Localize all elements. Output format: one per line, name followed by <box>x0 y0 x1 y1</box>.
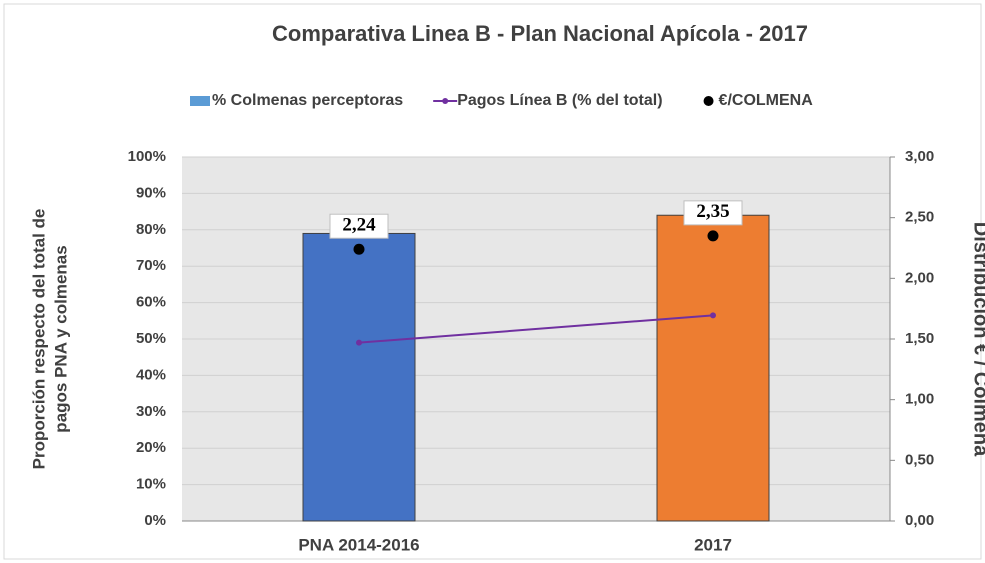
legend-label: Pagos Línea B (% del total) <box>457 92 662 109</box>
line-point <box>356 339 362 346</box>
x-tick-label: PNA 2014-2016 <box>298 535 419 554</box>
legend-label: % Colmenas perceptoras <box>212 92 403 109</box>
y-tick-label: 80% <box>136 221 166 238</box>
data-label: 2,24 <box>342 215 376 236</box>
point <box>707 230 719 242</box>
legend-swatch <box>190 96 210 106</box>
legend-swatch <box>703 96 714 106</box>
bar <box>656 214 770 522</box>
line-point <box>710 312 716 319</box>
y2-axis-label: Distribución € / Colmena <box>970 222 985 457</box>
y-tick-label: 60% <box>136 294 166 311</box>
y-tick-label: 0% <box>144 512 166 529</box>
y2-tick-label: 0,00 <box>905 512 934 529</box>
y2-tick-label: 1,50 <box>905 330 934 347</box>
y-tick-label: 100% <box>128 148 166 165</box>
legend-label: €/COLMENA <box>719 92 814 109</box>
y2-tick-label: 2,50 <box>905 209 934 226</box>
y-tick-label: 70% <box>136 257 166 274</box>
data-label-box <box>329 213 389 239</box>
y2-tick-label: 0,50 <box>905 451 934 468</box>
y2-tick-label: 1,00 <box>905 391 934 408</box>
y-tick-label: 90% <box>136 184 166 201</box>
bar <box>302 232 416 522</box>
y-axis-label: pagos PNA y colmenas <box>51 245 70 432</box>
y-tick-label: 20% <box>136 439 166 456</box>
y-tick-label: 10% <box>136 476 166 493</box>
data-label: 2,35 <box>696 201 729 222</box>
chart-title: Comparativa Linea B - Plan Nacional Apíc… <box>272 21 808 46</box>
y-tick-label: 50% <box>136 330 166 347</box>
y-tick-label: 40% <box>136 366 166 383</box>
data-label-box <box>683 200 743 226</box>
line <box>358 314 714 344</box>
y2-tick-label: 2,00 <box>905 269 934 286</box>
y-tick-label: 30% <box>136 403 166 420</box>
x-tick-label: 2017 <box>694 535 732 554</box>
y-axis-label: Proporción respecto del total de <box>29 209 48 470</box>
legend-swatch <box>442 98 449 104</box>
point <box>353 243 365 255</box>
y2-tick-label: 3,00 <box>905 148 934 165</box>
